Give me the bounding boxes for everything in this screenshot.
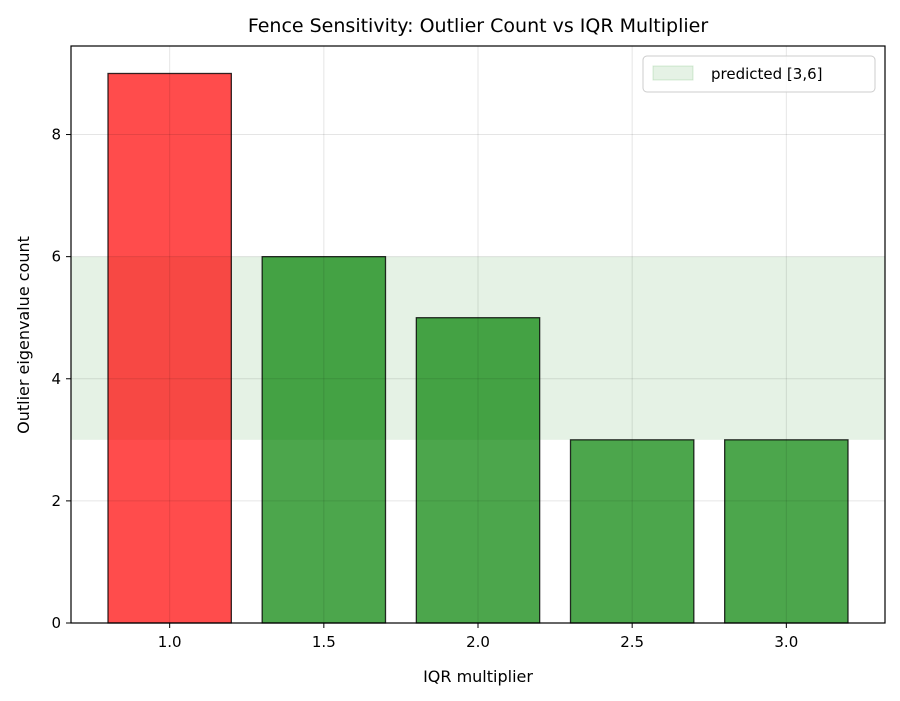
bar-1.5 [261, 256, 387, 624]
y-tick-label: 0 [51, 614, 61, 632]
y-tick-label: 8 [51, 126, 61, 144]
x-tick-label: 1.5 [312, 633, 336, 651]
y-tick-label: 6 [51, 248, 61, 266]
y-tick-label: 2 [51, 492, 61, 510]
x-axis-label: IQR multiplier [423, 667, 533, 686]
x-tick-label: 2.5 [620, 633, 644, 651]
bar-2.5 [569, 439, 695, 624]
x-tick-label: 1.0 [158, 633, 182, 651]
x-tick-label: 3.0 [774, 633, 798, 651]
y-tick-label: 4 [51, 370, 61, 388]
legend-swatch [652, 65, 694, 81]
x-tick-label: 2.0 [466, 633, 490, 651]
bar-1.0 [107, 72, 232, 624]
legend-box [642, 55, 876, 93]
chart-title: Fence Sensitivity: Outlier Count vs IQR … [248, 15, 709, 37]
bar-2.0 [415, 317, 541, 624]
y-axis-label: Outlier eigenvalue count [14, 236, 33, 434]
legend-label: predicted [3,6] [711, 65, 822, 83]
